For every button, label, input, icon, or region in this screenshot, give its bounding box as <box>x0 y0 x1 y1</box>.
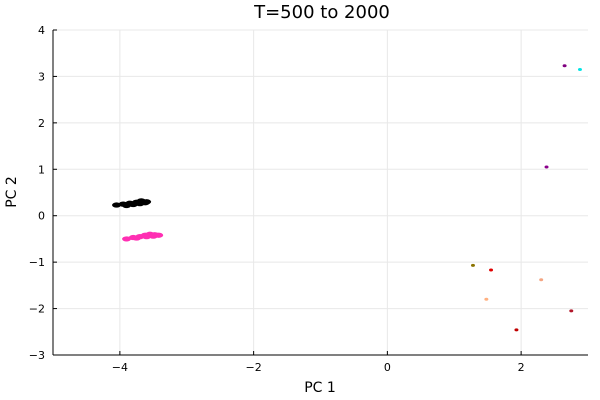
data-point <box>562 64 567 68</box>
chart-title: T=500 to 2000 <box>253 2 390 23</box>
y-tick-label: 0 <box>38 210 45 223</box>
data-point <box>569 309 574 313</box>
y-tick-label: 4 <box>38 24 45 37</box>
series-2 <box>562 64 567 68</box>
series-10 <box>514 328 519 332</box>
series-8 <box>484 297 489 301</box>
x-axis-label: PC 1 <box>304 380 336 396</box>
y-tick-label: 3 <box>38 70 45 83</box>
series-0 <box>112 198 152 209</box>
data-point <box>489 268 494 272</box>
series-3 <box>577 67 582 71</box>
series-5 <box>470 263 475 267</box>
data-points <box>112 64 582 332</box>
series-1 <box>122 231 164 242</box>
y-tick-label: 2 <box>38 117 45 130</box>
series-9 <box>569 309 574 313</box>
data-point <box>544 165 549 169</box>
data-point <box>132 235 142 241</box>
series-6 <box>489 268 494 272</box>
series-4 <box>544 165 549 169</box>
y-tick-label: −1 <box>29 256 45 269</box>
data-point <box>577 67 582 71</box>
data-point <box>470 263 475 267</box>
data-point <box>148 233 158 239</box>
y-tick-label: −2 <box>29 303 45 316</box>
data-point <box>514 328 519 332</box>
grid <box>53 29 588 356</box>
series-7 <box>539 278 544 282</box>
x-tick-label: −2 <box>246 361 262 374</box>
y-axis-label: PC 2 <box>4 176 20 208</box>
x-tick-label: 2 <box>518 361 525 374</box>
x-tick-label: 0 <box>384 361 391 374</box>
y-tick-label: −3 <box>29 349 45 362</box>
data-point <box>142 234 152 240</box>
x-tick-label: −4 <box>112 361 128 374</box>
y-ticks: −3 −2 −1 0 1 2 3 4 <box>29 24 57 362</box>
axes <box>52 30 588 356</box>
data-point <box>140 200 150 206</box>
y-tick-label: 1 <box>38 163 45 176</box>
data-point <box>539 278 544 282</box>
x-ticks: −4 −2 0 2 <box>112 351 525 374</box>
data-point <box>484 297 489 301</box>
